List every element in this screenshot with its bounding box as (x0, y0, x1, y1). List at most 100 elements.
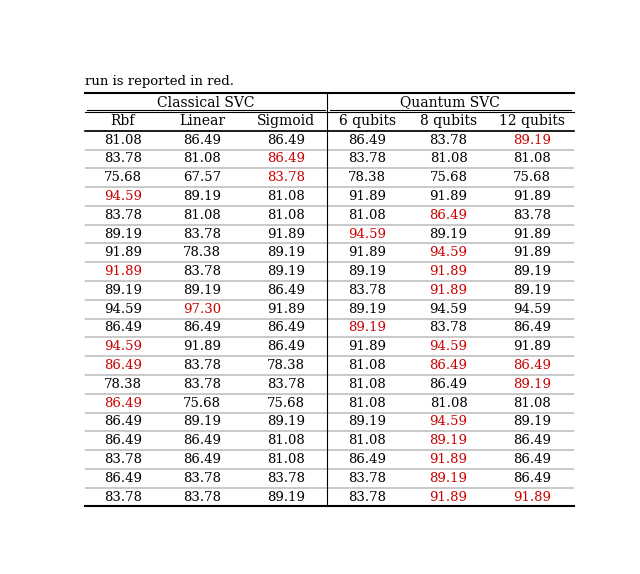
Text: 86.49: 86.49 (513, 472, 551, 485)
Text: 89.19: 89.19 (348, 321, 386, 335)
Text: 94.59: 94.59 (104, 302, 142, 316)
Text: 8 qubits: 8 qubits (420, 114, 477, 129)
Text: 91.89: 91.89 (429, 284, 468, 297)
Text: 83.78: 83.78 (104, 453, 142, 466)
Text: 86.49: 86.49 (267, 321, 305, 335)
Text: 86.49: 86.49 (348, 453, 386, 466)
Text: 86.49: 86.49 (104, 359, 142, 372)
Text: 91.89: 91.89 (513, 340, 551, 353)
Text: 91.89: 91.89 (513, 190, 551, 203)
Text: 81.08: 81.08 (267, 434, 305, 447)
Text: 83.78: 83.78 (104, 209, 142, 222)
Text: 91.89: 91.89 (267, 227, 305, 241)
Text: 86.49: 86.49 (104, 472, 142, 485)
Text: 86.49: 86.49 (348, 134, 386, 146)
Text: 75.68: 75.68 (267, 397, 305, 410)
Text: 86.49: 86.49 (429, 209, 468, 222)
Text: 83.78: 83.78 (513, 209, 551, 222)
Text: 83.78: 83.78 (267, 171, 305, 184)
Text: 83.78: 83.78 (184, 378, 221, 391)
Text: 89.19: 89.19 (348, 302, 386, 316)
Text: 94.59: 94.59 (348, 227, 386, 241)
Text: 81.08: 81.08 (267, 453, 305, 466)
Text: 83.78: 83.78 (348, 472, 386, 485)
Text: 81.08: 81.08 (348, 434, 386, 447)
Text: 89.19: 89.19 (429, 472, 468, 485)
Text: 89.19: 89.19 (348, 416, 386, 428)
Text: 67.57: 67.57 (183, 171, 221, 184)
Text: 89.19: 89.19 (184, 416, 221, 428)
Text: 91.89: 91.89 (184, 340, 221, 353)
Text: 86.49: 86.49 (104, 321, 142, 335)
Text: 91.89: 91.89 (267, 302, 305, 316)
Text: 86.49: 86.49 (184, 434, 221, 447)
Text: 94.59: 94.59 (513, 302, 551, 316)
Text: 89.19: 89.19 (267, 491, 305, 503)
Text: 78.38: 78.38 (267, 359, 305, 372)
Text: 86.49: 86.49 (429, 378, 468, 391)
Text: 86.49: 86.49 (104, 416, 142, 428)
Text: 91.89: 91.89 (348, 246, 386, 259)
Text: 81.08: 81.08 (267, 190, 305, 203)
Text: 91.89: 91.89 (513, 246, 551, 259)
Text: 86.49: 86.49 (513, 321, 551, 335)
Text: 86.49: 86.49 (513, 359, 551, 372)
Text: 12 qubits: 12 qubits (499, 114, 565, 129)
Text: 89.19: 89.19 (429, 434, 468, 447)
Text: Quantum SVC: Quantum SVC (401, 96, 500, 110)
Text: 91.89: 91.89 (348, 190, 386, 203)
Text: 89.19: 89.19 (513, 284, 551, 297)
Text: 91.89: 91.89 (513, 227, 551, 241)
Text: 81.08: 81.08 (513, 397, 551, 410)
Text: Rbf: Rbf (111, 114, 135, 129)
Text: 86.49: 86.49 (184, 134, 221, 146)
Text: 75.68: 75.68 (184, 397, 221, 410)
Text: 86.49: 86.49 (104, 397, 142, 410)
Text: 91.89: 91.89 (348, 340, 386, 353)
Text: 89.19: 89.19 (513, 416, 551, 428)
Text: Linear: Linear (179, 114, 225, 129)
Text: 83.78: 83.78 (184, 472, 221, 485)
Text: 81.08: 81.08 (429, 153, 467, 165)
Text: 81.08: 81.08 (104, 134, 141, 146)
Text: 91.89: 91.89 (429, 491, 468, 503)
Text: 91.89: 91.89 (429, 265, 468, 278)
Text: 94.59: 94.59 (429, 302, 468, 316)
Text: 91.89: 91.89 (429, 453, 468, 466)
Text: 81.08: 81.08 (429, 397, 467, 410)
Text: 81.08: 81.08 (348, 209, 386, 222)
Text: 81.08: 81.08 (184, 209, 221, 222)
Text: 86.49: 86.49 (267, 153, 305, 165)
Text: 75.68: 75.68 (429, 171, 468, 184)
Text: 94.59: 94.59 (429, 246, 468, 259)
Text: 83.78: 83.78 (348, 284, 386, 297)
Text: 81.08: 81.08 (348, 378, 386, 391)
Text: 83.78: 83.78 (104, 153, 142, 165)
Text: 86.49: 86.49 (104, 434, 142, 447)
Text: 86.49: 86.49 (513, 453, 551, 466)
Text: 91.89: 91.89 (513, 491, 551, 503)
Text: run is reported in red.: run is reported in red. (85, 75, 234, 87)
Text: 78.38: 78.38 (348, 171, 386, 184)
Text: 86.49: 86.49 (267, 340, 305, 353)
Text: 86.49: 86.49 (184, 453, 221, 466)
Text: 83.78: 83.78 (184, 491, 221, 503)
Text: 83.78: 83.78 (184, 227, 221, 241)
Text: 83.78: 83.78 (348, 491, 386, 503)
Text: 86.49: 86.49 (429, 359, 468, 372)
Text: 89.19: 89.19 (184, 284, 221, 297)
Text: 78.38: 78.38 (104, 378, 142, 391)
Text: 94.59: 94.59 (429, 416, 468, 428)
Text: 81.08: 81.08 (513, 153, 551, 165)
Text: 89.19: 89.19 (429, 227, 468, 241)
Text: 81.08: 81.08 (184, 153, 221, 165)
Text: Classical SVC: Classical SVC (157, 96, 255, 110)
Text: 89.19: 89.19 (104, 284, 142, 297)
Text: 83.78: 83.78 (184, 359, 221, 372)
Text: 97.30: 97.30 (183, 302, 221, 316)
Text: 94.59: 94.59 (104, 340, 142, 353)
Text: 75.68: 75.68 (513, 171, 551, 184)
Text: 6 qubits: 6 qubits (339, 114, 396, 129)
Text: 86.49: 86.49 (267, 134, 305, 146)
Text: 81.08: 81.08 (348, 359, 386, 372)
